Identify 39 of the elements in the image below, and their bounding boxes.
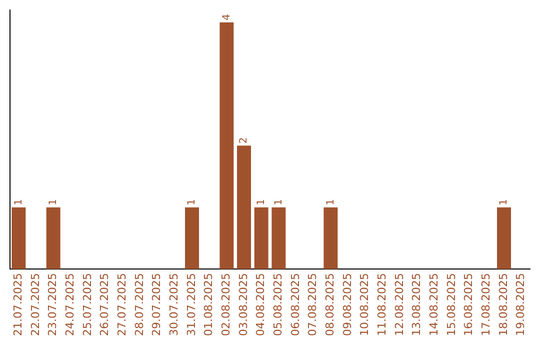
x-tick-label: 05.08.2025 — [272, 273, 285, 336]
x-tick-label: 31.07.2025 — [184, 273, 198, 336]
x-tick-label: 13.08.2025 — [410, 273, 424, 336]
x-tick-label: 16.08.2025 — [462, 273, 476, 336]
data-label: 2 — [238, 137, 250, 144]
x-tick-label: 14.08.2025 — [428, 273, 441, 336]
x-tick-label: 03.08.2025 — [236, 273, 250, 336]
x-tick-label: 24.07.2025 — [64, 273, 77, 336]
x-tick-label: 06.08.2025 — [288, 273, 302, 336]
x-tick-label: 08.08.2025 — [324, 273, 337, 336]
data-label: 1 — [498, 198, 510, 206]
x-tick-label: 12.08.2025 — [392, 273, 406, 336]
x-tick-label: 25.07.2025 — [80, 273, 94, 336]
x-tick-label: 09.08.2025 — [340, 273, 354, 336]
x-tick-label: 21.07.2025 — [12, 273, 25, 336]
x-tick-label: 07.08.2025 — [306, 273, 320, 336]
x-tick-label: 04.08.2025 — [254, 273, 268, 336]
x-tick-label: 10.08.2025 — [358, 273, 372, 336]
data-label: 1 — [273, 198, 284, 206]
x-tick-label: 18.08.2025 — [496, 273, 510, 336]
data-label: 1 — [48, 198, 59, 206]
x-tick-label: 23.07.2025 — [46, 273, 60, 336]
x-tick-label: 11.08.2025 — [376, 273, 389, 336]
data-label: 4 — [221, 14, 232, 20]
x-tick-label: 30.07.2025 — [168, 273, 181, 336]
data-label: 1 — [13, 198, 24, 206]
x-tick-label: 29.07.2025 — [150, 273, 164, 336]
x-tick-label: 28.07.2025 — [132, 273, 146, 336]
x-tick-label: 19.08.2025 — [514, 273, 528, 336]
data-label: 1 — [325, 198, 336, 206]
x-tick-label: 22.07.2025 — [28, 273, 42, 336]
x-tick-label: 26.07.2025 — [98, 273, 112, 336]
x-tick-label: 02.08.2025 — [220, 273, 233, 336]
data-label: 1 — [186, 198, 198, 206]
x-tick-label: 15.08.2025 — [444, 273, 458, 336]
data-label: 1 — [256, 198, 267, 206]
x-tick-label: 01.08.2025 — [202, 273, 216, 336]
x-tick-label: 27.07.2025 — [116, 273, 129, 336]
x-tick-label: 17.08.2025 — [480, 273, 493, 336]
